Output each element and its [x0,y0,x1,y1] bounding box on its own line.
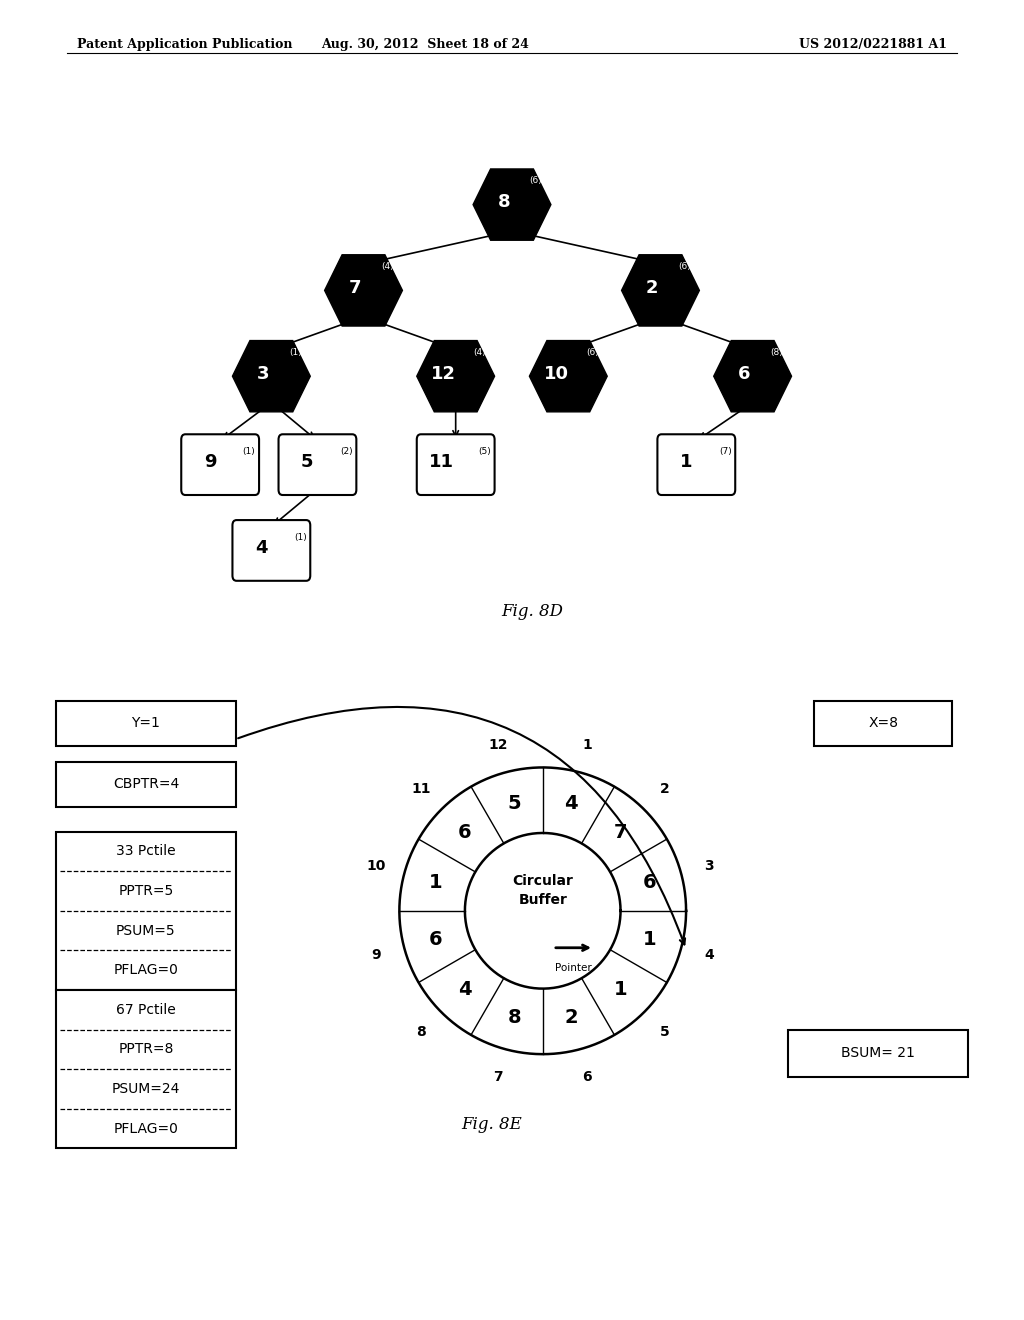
FancyBboxPatch shape [417,434,495,495]
FancyBboxPatch shape [657,434,735,495]
Text: 5: 5 [659,1026,670,1039]
Text: 4: 4 [255,539,267,557]
Text: (7): (7) [719,447,731,457]
Text: (6): (6) [678,261,691,271]
Text: BSUM= 21: BSUM= 21 [841,1047,915,1060]
FancyBboxPatch shape [56,762,236,807]
Text: (1): (1) [294,533,306,543]
Text: 1: 1 [583,738,592,751]
Text: 8: 8 [416,1026,426,1039]
Text: CBPTR=4: CBPTR=4 [113,777,179,791]
Text: 1: 1 [643,929,656,949]
Text: 8: 8 [498,193,510,211]
Text: 3: 3 [257,364,269,383]
Text: 6: 6 [738,364,751,383]
FancyBboxPatch shape [814,701,952,746]
Text: 7: 7 [349,279,361,297]
Polygon shape [232,341,310,412]
Text: (4): (4) [381,261,393,271]
Text: Circular
Buffer: Circular Buffer [512,874,573,907]
Text: X=8: X=8 [868,717,898,730]
Text: Pointer: Pointer [555,962,592,973]
Text: 2: 2 [659,783,670,796]
Text: PPTR=8: PPTR=8 [118,1043,174,1056]
Polygon shape [714,341,792,412]
Text: 5: 5 [507,795,521,813]
FancyBboxPatch shape [56,701,236,746]
Text: PFLAG=0: PFLAG=0 [114,1122,178,1135]
Polygon shape [473,169,551,240]
Text: 10: 10 [544,364,568,383]
Text: 10: 10 [367,859,386,874]
Text: (6): (6) [586,347,599,356]
Text: Fig. 8E: Fig. 8E [461,1117,522,1133]
Text: PFLAG=0: PFLAG=0 [114,964,178,977]
Polygon shape [622,255,699,326]
Text: 2: 2 [646,279,658,297]
Text: 5: 5 [301,453,313,471]
Text: 4: 4 [458,979,471,998]
Text: US 2012/0221881 A1: US 2012/0221881 A1 [799,38,947,50]
FancyBboxPatch shape [56,832,236,990]
Text: (4): (4) [473,347,485,356]
Text: 6: 6 [458,824,471,842]
Text: 33 Pctile: 33 Pctile [116,845,176,858]
Text: 9: 9 [372,948,381,962]
Text: 2: 2 [564,1008,579,1027]
Text: 12: 12 [431,364,456,383]
Text: 7: 7 [614,824,628,842]
Text: 8: 8 [507,1008,521,1027]
Text: PSUM=5: PSUM=5 [116,924,176,937]
Text: (8): (8) [770,347,783,356]
Text: PSUM=24: PSUM=24 [112,1082,180,1096]
Polygon shape [417,341,495,412]
Text: 1: 1 [614,979,628,998]
Polygon shape [325,255,402,326]
Text: (2): (2) [340,447,352,457]
Text: 12: 12 [488,738,508,751]
Text: (1): (1) [289,347,302,356]
Text: 67 Pctile: 67 Pctile [116,1003,176,1016]
FancyBboxPatch shape [181,434,259,495]
Text: 11: 11 [429,453,454,471]
FancyBboxPatch shape [232,520,310,581]
Text: 3: 3 [705,859,714,874]
Text: (5): (5) [478,447,490,457]
Text: Aug. 30, 2012  Sheet 18 of 24: Aug. 30, 2012 Sheet 18 of 24 [321,38,529,50]
Text: (1): (1) [243,447,255,457]
Text: 9: 9 [204,453,216,471]
FancyBboxPatch shape [279,434,356,495]
Text: PPTR=5: PPTR=5 [119,884,173,898]
Text: 4: 4 [705,948,714,962]
Text: Y=1: Y=1 [131,717,161,730]
Text: Fig. 8D: Fig. 8D [502,603,563,619]
Text: (6): (6) [529,176,543,185]
FancyBboxPatch shape [56,990,236,1148]
Text: 1: 1 [429,873,442,892]
Text: 1: 1 [680,453,692,471]
FancyBboxPatch shape [788,1030,968,1077]
Text: Patent Application Publication: Patent Application Publication [77,38,292,50]
Text: 6: 6 [429,929,442,949]
Polygon shape [529,341,607,412]
Text: 6: 6 [583,1071,592,1084]
Text: 11: 11 [412,783,431,796]
Text: 6: 6 [643,873,656,892]
Text: 7: 7 [494,1071,503,1084]
Text: 4: 4 [564,795,579,813]
